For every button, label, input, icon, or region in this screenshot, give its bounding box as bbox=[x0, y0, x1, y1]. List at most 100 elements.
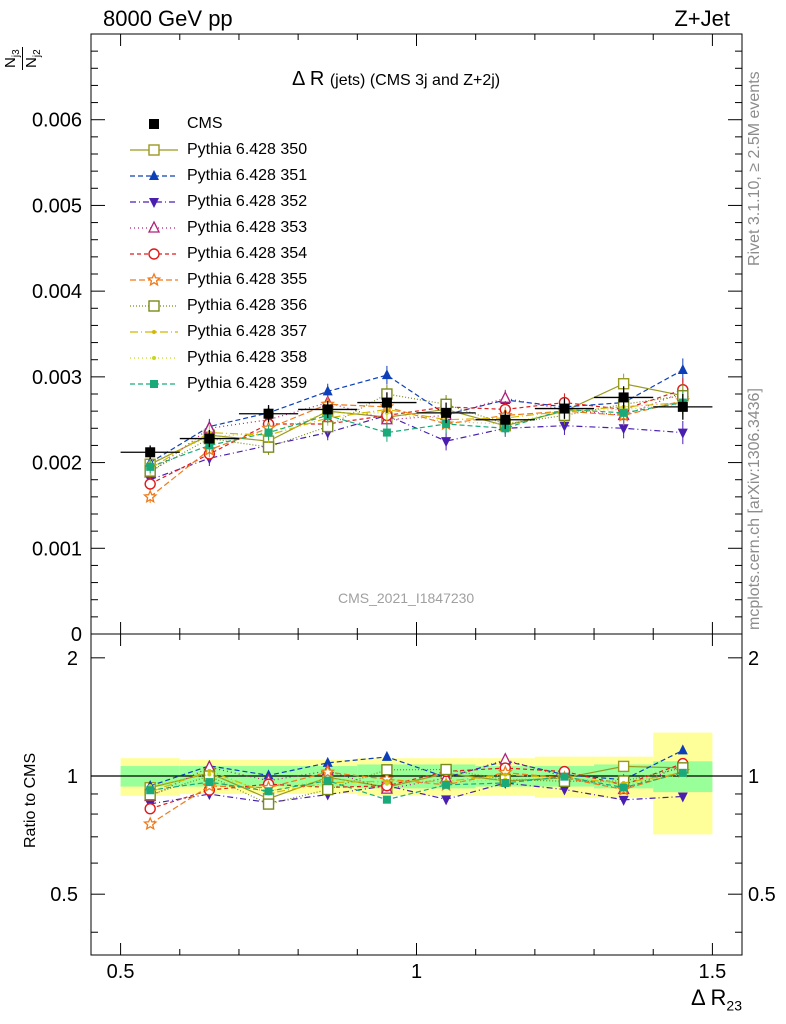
legend-label: Pythia 6.428 352 bbox=[187, 193, 308, 210]
legend-label: Pythia 6.428 359 bbox=[187, 375, 308, 392]
series-line bbox=[149, 369, 684, 464]
data-marker bbox=[263, 408, 274, 419]
data-marker bbox=[501, 778, 510, 787]
x-label-main: Δ R bbox=[690, 985, 727, 1010]
series-line bbox=[149, 393, 683, 472]
x-tick-label: 0.5 bbox=[107, 961, 135, 983]
series-3 bbox=[145, 406, 688, 810]
legend-swatch bbox=[130, 248, 178, 260]
legend-entry: Pythia 6.428 352 bbox=[130, 191, 380, 213]
y-label-numerator-sub: j3 bbox=[11, 49, 22, 58]
data-marker bbox=[677, 744, 688, 755]
y-tick-label: 0.001 bbox=[32, 538, 82, 560]
y-label-denominator: N bbox=[23, 57, 40, 68]
data-marker bbox=[144, 478, 156, 490]
data-marker bbox=[559, 403, 570, 414]
y-label-denominator-sub: j2 bbox=[32, 49, 43, 58]
data-marker bbox=[322, 783, 334, 796]
series-ratio-line bbox=[150, 765, 683, 800]
data-marker bbox=[146, 462, 155, 471]
process-label: Z+Jet bbox=[674, 6, 730, 31]
ratio-tick-label-right: 0.5 bbox=[748, 884, 776, 906]
y-tick-label: 0 bbox=[71, 624, 82, 646]
data-marker bbox=[323, 776, 332, 785]
plot-title: Δ R (jets) (CMS 3j and Z+2j) bbox=[292, 68, 500, 91]
data-marker bbox=[264, 787, 273, 796]
series-ratio-line bbox=[149, 759, 684, 798]
analysis-id-watermark: CMS_2021_I1847230 bbox=[338, 590, 475, 606]
ratio-tick-label-left: 1 bbox=[67, 766, 78, 788]
data-marker bbox=[619, 783, 628, 792]
data-marker bbox=[147, 220, 161, 233]
legend-swatch bbox=[130, 330, 178, 334]
data-marker bbox=[205, 778, 214, 787]
x-axis-label: Δ R23 bbox=[691, 985, 742, 1013]
legend-label: Pythia 6.428 357 bbox=[187, 323, 308, 340]
data-marker bbox=[146, 272, 162, 287]
data-marker bbox=[678, 768, 687, 777]
series-ratio-line bbox=[149, 749, 684, 787]
x-tick-label: 1.5 bbox=[699, 961, 727, 983]
legend-swatch bbox=[130, 380, 178, 388]
data-series bbox=[120, 386, 713, 460]
data-marker bbox=[149, 170, 159, 180]
data-marker bbox=[322, 756, 333, 767]
legend-entry: Pythia 6.428 356 bbox=[130, 295, 380, 317]
ratio-tick-label-right: 1 bbox=[748, 766, 759, 788]
y-label-numerator: N bbox=[2, 57, 19, 68]
data-marker bbox=[677, 428, 688, 439]
series-line bbox=[149, 400, 683, 498]
data-marker bbox=[152, 356, 156, 360]
plot-title-main: Δ R bbox=[292, 68, 325, 90]
data-marker bbox=[207, 772, 212, 777]
ratio-tick-label-right: 2 bbox=[748, 648, 759, 670]
series-line bbox=[149, 414, 683, 481]
data-marker bbox=[677, 792, 688, 803]
legend-swatch bbox=[130, 300, 178, 312]
series-ratio-line bbox=[150, 772, 683, 801]
legend-entry: Pythia 6.428 359 bbox=[130, 373, 380, 395]
legend-label: Pythia 6.428 351 bbox=[187, 167, 308, 184]
y-tick-label: 0.004 bbox=[32, 281, 82, 303]
data-marker bbox=[262, 441, 275, 453]
series-line bbox=[149, 401, 683, 468]
series-10 bbox=[146, 391, 687, 804]
series-2 bbox=[145, 358, 688, 790]
x-tick-label: 1 bbox=[411, 961, 422, 983]
data-marker bbox=[441, 795, 452, 806]
plot-title-detail: (jets) (CMS 3j and Z+2j) bbox=[329, 72, 501, 89]
legend-swatch bbox=[130, 144, 178, 156]
legend-entry: Pythia 6.428 353 bbox=[130, 217, 380, 239]
legend-entry: Pythia 6.428 350 bbox=[130, 139, 380, 161]
y-axis-label: Nj3 Nj2 bbox=[2, 47, 43, 70]
data-marker bbox=[441, 407, 452, 418]
data-marker bbox=[148, 248, 160, 260]
y-tick-label: 0.002 bbox=[32, 453, 82, 475]
data-marker bbox=[142, 816, 158, 831]
legend-label: Pythia 6.428 358 bbox=[187, 349, 308, 366]
data-marker bbox=[381, 764, 393, 776]
legend-label: Pythia 6.428 356 bbox=[187, 297, 308, 314]
data-marker bbox=[204, 433, 215, 444]
legend-entry: CMS bbox=[130, 113, 380, 135]
legend-swatch bbox=[130, 198, 178, 208]
data-marker bbox=[384, 781, 389, 786]
series-line bbox=[149, 383, 683, 465]
legend-label: Pythia 6.428 354 bbox=[187, 245, 308, 262]
data-marker bbox=[618, 392, 629, 403]
data-marker bbox=[441, 437, 452, 448]
data-marker bbox=[442, 420, 451, 428]
data-marker bbox=[142, 489, 158, 504]
data-marker bbox=[677, 401, 688, 412]
legend-swatch bbox=[130, 356, 178, 360]
data-marker bbox=[677, 364, 688, 374]
ratio-y-axis-label: Ratio to CMS bbox=[22, 752, 39, 848]
legend-label: Pythia 6.428 355 bbox=[187, 271, 308, 288]
legend-entry: Pythia 6.428 354 bbox=[130, 243, 380, 265]
data-marker bbox=[146, 786, 155, 795]
x-label-sub: 23 bbox=[726, 997, 742, 1014]
data-marker bbox=[442, 780, 451, 789]
data-marker bbox=[144, 803, 156, 815]
series-ratio-line bbox=[149, 770, 683, 795]
